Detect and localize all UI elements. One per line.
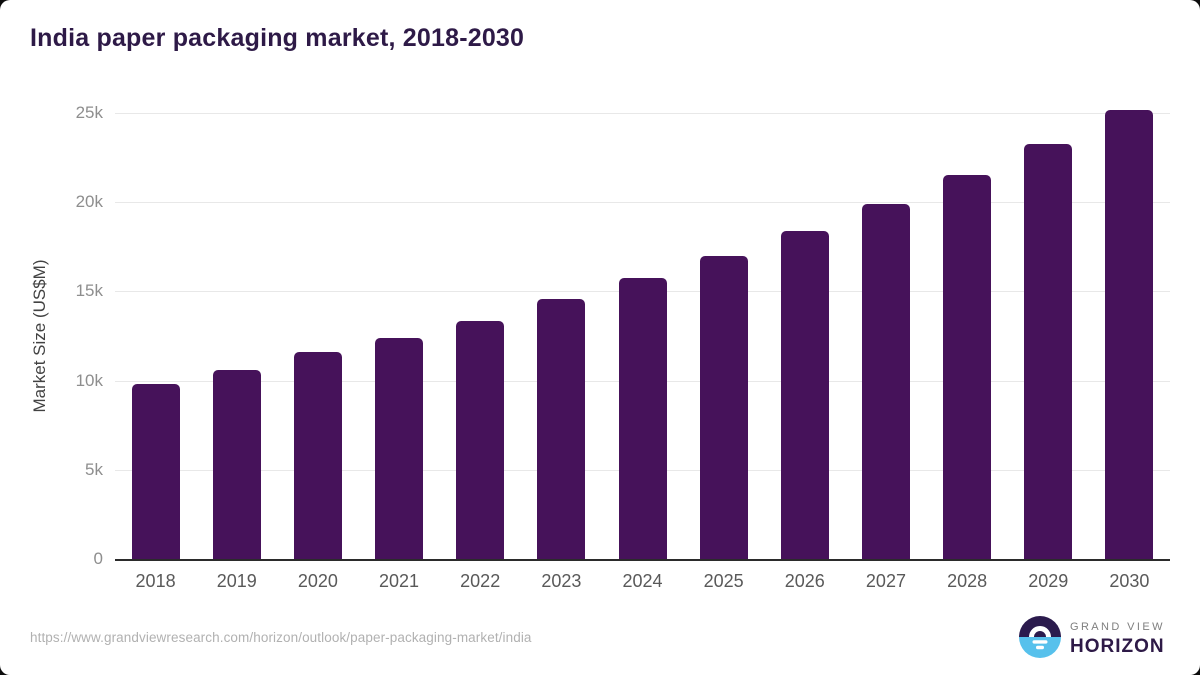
x-tick-label: 2025 (703, 571, 744, 591)
bar-2025[interactable] (699, 255, 748, 559)
plot-area: 0 5k 10k 15k 20k 25k 2018 2019 2020 2021 2022 2023 2… (76, 104, 1170, 591)
bar-2026[interactable] (780, 230, 829, 559)
logo-text-horizon: HORIZON (1070, 636, 1165, 657)
x-tick-label: 2030 (1109, 571, 1150, 591)
bar-2024[interactable] (618, 278, 667, 559)
gridline (115, 202, 1170, 204)
horizon-sun-icon (1019, 616, 1061, 663)
x-tick-label: 2019 (216, 571, 257, 591)
y-tick-label: 10k (75, 370, 103, 390)
bar-2023[interactable] (537, 298, 586, 559)
y-tick-label: 0 (93, 549, 103, 568)
chart-title: India paper packaging market, 2018-2030 (30, 24, 525, 52)
grandview-horizon-logo: GRAND VIEW HORIZON (1019, 616, 1165, 663)
bar-2029[interactable] (1024, 144, 1073, 559)
y-tick-label: 15k (75, 281, 103, 301)
x-tick-label: 2023 (541, 571, 582, 591)
y-tick-label: 20k (75, 192, 103, 212)
bar-2022[interactable] (456, 320, 505, 559)
y-tick-label: 5k (85, 459, 103, 479)
x-tick-label: 2021 (379, 571, 420, 591)
bar-2020[interactable] (293, 352, 342, 559)
y-axis-title: Market Size (US$M) (30, 259, 49, 413)
source-url: https://www.grandviewresearch.com/horizo… (30, 630, 532, 645)
gridline (115, 113, 1170, 114)
x-tick-label: 2018 (135, 571, 176, 591)
x-tick-label: 2024 (622, 571, 663, 591)
x-tick-label: 2020 (297, 571, 338, 591)
bar-2027[interactable] (861, 203, 910, 559)
bar-2019[interactable] (212, 369, 261, 559)
bar-2030[interactable] (1105, 110, 1154, 559)
bar-2028[interactable] (943, 175, 992, 559)
x-tick-label: 2029 (1028, 571, 1069, 591)
y-tick-label: 25k (75, 103, 103, 122)
x-tick-label: 2026 (784, 571, 825, 591)
x-tick-label: 2022 (460, 571, 501, 591)
x-tick-label: 2028 (947, 571, 988, 591)
x-tick-label: 2027 (865, 571, 906, 591)
bar-2021[interactable] (375, 337, 424, 559)
bar-2018[interactable] (131, 384, 180, 559)
logo-text-grand-view: GRAND VIEW (1070, 621, 1165, 633)
